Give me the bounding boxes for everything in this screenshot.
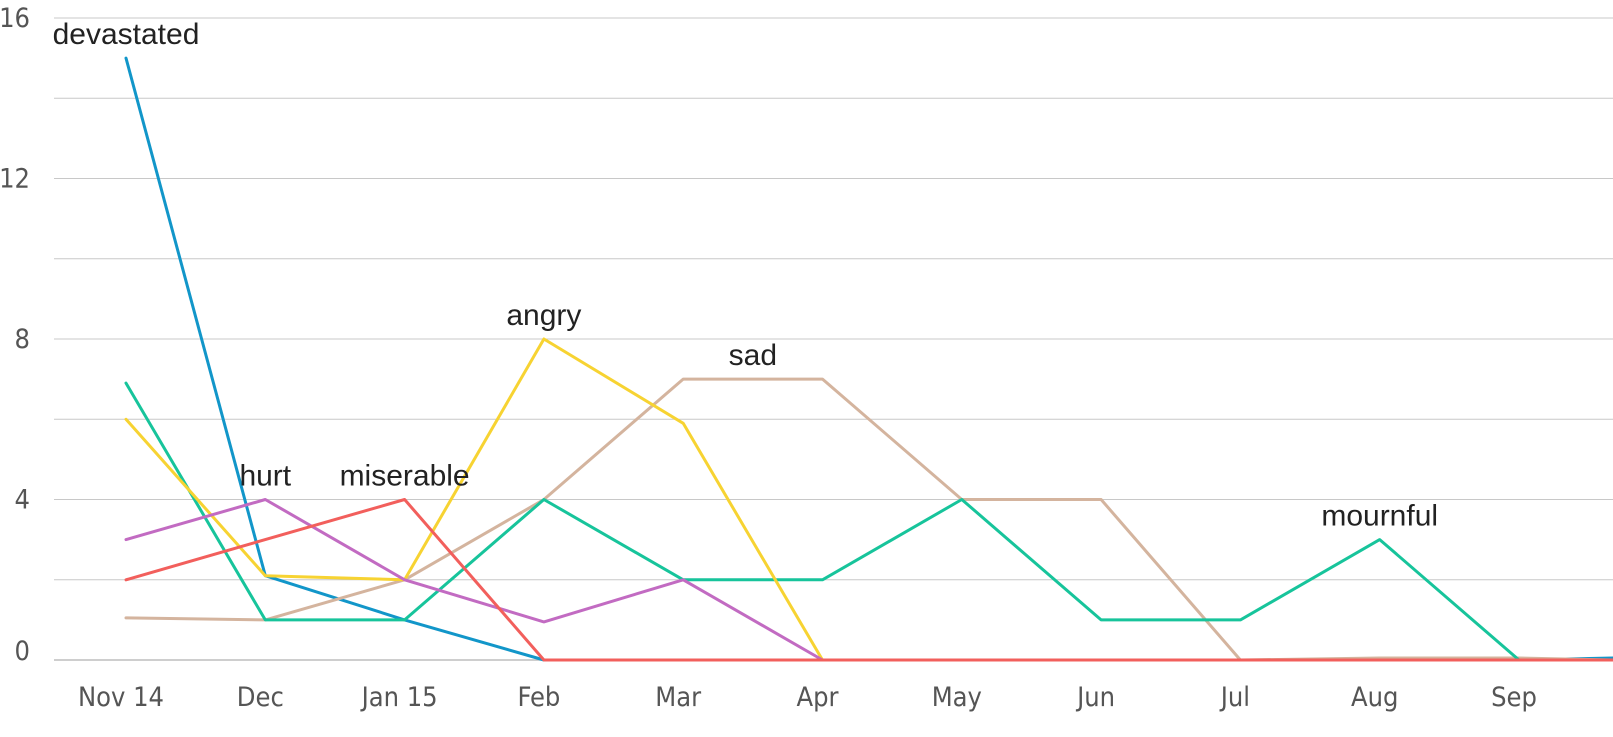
series-line-miserable [124, 498, 1613, 662]
series-label-miserable: miserable [340, 460, 470, 493]
x-axis: Nov 14 Dec Jan 15 Feb Mar Apr May Jun Jul Aug Sep [78, 682, 1537, 713]
series-label-sad: sad [729, 339, 777, 372]
y-tick-label: 16 [0, 3, 30, 34]
x-tick-label: Jun [1075, 682, 1115, 713]
series-label-devastated: devastated [53, 18, 200, 51]
series-lines [124, 56, 1613, 662]
x-tick-label: Mar [655, 682, 701, 713]
series-label-hurt: hurt [239, 460, 291, 493]
x-tick-label: Dec [237, 682, 284, 713]
y-tick-label: 0 [15, 636, 30, 667]
y-tick-label: 4 [15, 485, 30, 516]
x-tick-label: Sep [1491, 682, 1537, 713]
y-tick-label: 8 [15, 324, 30, 355]
series-line-sad [124, 377, 1613, 662]
gridlines [54, 17, 1613, 661]
series-line-mournful [124, 381, 1613, 662]
x-tick-label: Jul [1219, 682, 1250, 713]
y-tick-label: 12 [0, 164, 30, 195]
x-tick-label: Aug [1351, 682, 1398, 713]
series-labels: devastated sad mournful angry hurt miserable [53, 18, 1438, 533]
y-axis: 0 4 8 12 16 [0, 3, 30, 667]
x-tick-label: Apr [796, 682, 838, 713]
x-tick-label: Nov 14 [78, 682, 164, 713]
x-tick-label: Jan 15 [360, 682, 438, 713]
x-tick-label: May [932, 682, 982, 713]
series-label-angry: angry [506, 299, 581, 332]
x-tick-label: Feb [517, 682, 560, 713]
series-line-devastated [124, 56, 1613, 662]
series-label-mournful: mournful [1321, 500, 1438, 533]
